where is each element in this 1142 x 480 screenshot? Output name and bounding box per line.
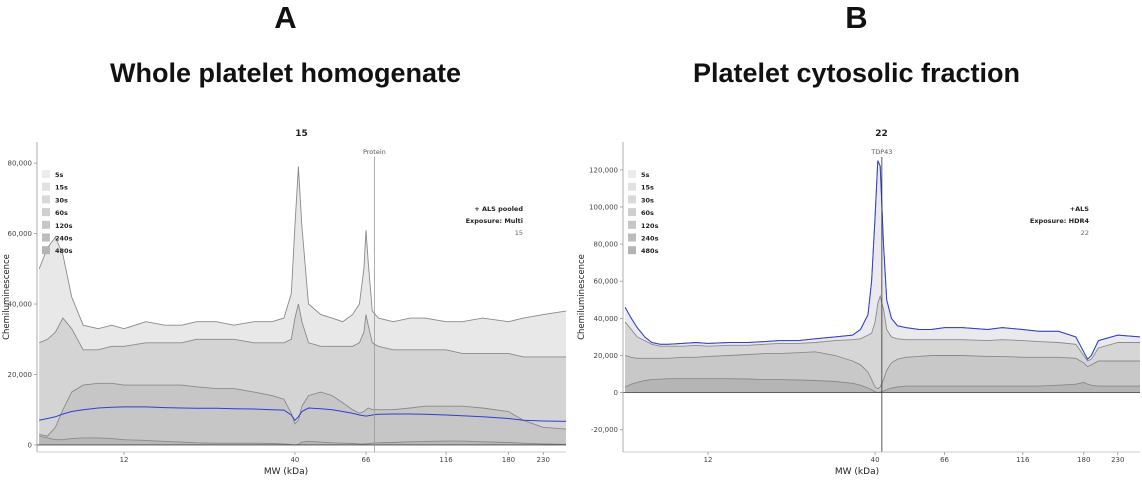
annotation: 15	[515, 229, 523, 237]
x-tick-label: 230	[537, 456, 550, 464]
x-tick-label: 116	[1016, 456, 1030, 464]
legend-label: 15s	[55, 184, 68, 192]
legend-label: 60s	[55, 209, 68, 217]
legend-label: 30s	[55, 196, 68, 204]
panel-letter: A	[274, 0, 297, 35]
series-line	[624, 160, 1141, 361]
y-tick-label: 120,000	[589, 166, 618, 174]
legend-label: 30s	[641, 196, 654, 204]
y-tick-label: -20,000	[591, 426, 618, 434]
legend-label: 120s	[55, 222, 73, 230]
x-tick-label: 66	[362, 456, 371, 464]
x-tick-label: 66	[940, 456, 949, 464]
legend-swatch	[42, 208, 50, 217]
chart-b: 22 TDP43 -20,000 0 20,000 40,000 60,000 80,000 1…	[577, 129, 1141, 477]
x-tick-label: 230	[1111, 456, 1124, 464]
marker-label: Protein	[363, 148, 386, 156]
y-tick-label: 40,000	[8, 301, 33, 309]
panel-b: B Platelet cytosolic fraction 22 TDP43 -20…	[571, 0, 1142, 480]
panel-a: A Whole platelet homogenate 15 Protein 0 20…	[2, 0, 567, 477]
series-line	[39, 406, 567, 422]
legend-label: 480s	[641, 247, 659, 255]
series-line	[39, 303, 566, 358]
annotation: +ALS	[1070, 205, 1090, 213]
annotation: Exposure: Multi	[466, 217, 523, 225]
legend-label: 120s	[641, 222, 659, 230]
series-line	[39, 382, 567, 437]
x-tick-label: 12	[704, 456, 713, 464]
legend-label: 5s	[641, 171, 650, 179]
y-tick-label: 80,000	[594, 241, 619, 249]
legend-swatch	[628, 246, 636, 255]
legend-swatch	[628, 220, 636, 229]
y-tick-label: 20,000	[594, 352, 619, 360]
panel-title: Whole platelet homogenate	[109, 58, 462, 88]
x-tick-label: 180	[502, 456, 515, 464]
annotation: 22	[1081, 229, 1089, 237]
panel-title: Platelet cytosolic fraction	[692, 58, 1021, 88]
series-area	[625, 160, 1140, 393]
chart-a: 15 Protein 0 20,000 40,000 60,000 80,000 12 40 66…	[2, 129, 567, 477]
x-tick-label: 12	[120, 456, 129, 464]
legend-swatch	[42, 195, 50, 204]
y-tick-label: 0	[28, 441, 32, 449]
series-area	[625, 378, 1140, 393]
x-tick-label: 40	[290, 456, 299, 464]
legend-swatch	[42, 182, 50, 191]
legend-label: 15s	[641, 184, 654, 192]
y-tick-label: 40,000	[594, 315, 619, 323]
legend-label: 240s	[55, 235, 73, 243]
legend-swatch	[42, 220, 50, 229]
legend-swatch	[42, 170, 50, 178]
legend-label: 480s	[55, 247, 73, 255]
legend-swatch	[628, 233, 636, 242]
marker-label: TDP43	[870, 148, 892, 156]
legend-swatch	[628, 195, 636, 204]
series-line	[38, 166, 567, 330]
y-axis-label: Chemiluminescence	[2, 254, 12, 340]
x-axis-label: MW (kDa)	[264, 467, 308, 477]
legend-label: 5s	[55, 171, 64, 179]
series-area	[39, 383, 566, 445]
x-tick-label: 116	[439, 456, 453, 464]
x-tick-label: 40	[871, 456, 880, 464]
y-tick-label: 20,000	[8, 371, 33, 379]
legend-swatch	[628, 170, 636, 178]
chart-title: 15	[295, 129, 308, 139]
annotation: + ALS pooled	[474, 205, 523, 213]
legend-label: 60s	[641, 209, 654, 217]
series-line	[624, 294, 1140, 362]
legend-swatch	[42, 233, 50, 242]
legend-swatch	[42, 246, 50, 255]
y-tick-label: 60,000	[8, 230, 33, 238]
x-axis-label: MW (kDa)	[835, 467, 879, 477]
y-tick-label: 100,000	[589, 203, 618, 211]
y-tick-label: 80,000	[8, 160, 33, 168]
series-area	[39, 436, 566, 445]
legend-swatch	[628, 208, 636, 217]
y-axis-label: Chemiluminescence	[577, 254, 587, 340]
series-line	[39, 435, 567, 446]
y-tick-label: 60,000	[594, 278, 619, 286]
x-tick-label: 180	[1077, 456, 1090, 464]
chart-title: 22	[875, 129, 888, 139]
annotation: Exposure: HDR4	[1030, 217, 1090, 225]
legend-swatch	[628, 182, 636, 191]
series-line	[624, 351, 1140, 390]
legend-label: 240s	[641, 235, 659, 243]
y-tick-label: 0	[614, 389, 618, 397]
panel-letter: B	[845, 0, 868, 35]
